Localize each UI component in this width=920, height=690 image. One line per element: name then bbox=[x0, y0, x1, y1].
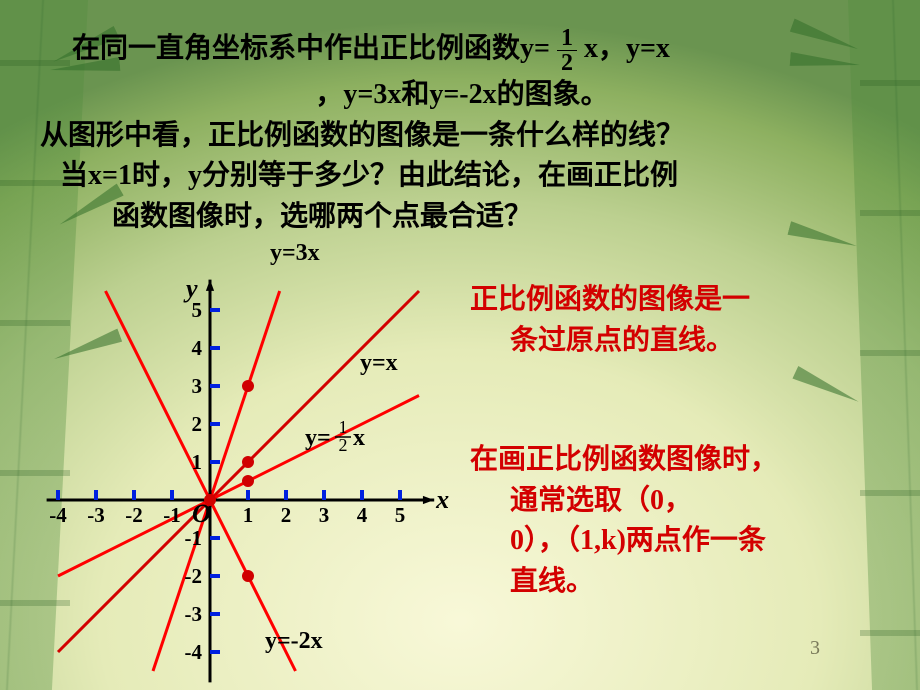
y-tick-label: -2 bbox=[185, 564, 203, 588]
x-tick-label: -4 bbox=[49, 503, 67, 527]
x-tick-label: -3 bbox=[87, 503, 105, 527]
conclusion-1: 正比例函数的图像是一 条过原点的直线。 bbox=[470, 280, 896, 361]
x-tick-label: 4 bbox=[357, 503, 368, 527]
text-line1b: x，y=x bbox=[584, 33, 670, 64]
chart-point bbox=[242, 475, 254, 487]
coordinate-chart: -4-3-2-112345-4-3-2-112345Oxyy=3xy=xy=12… bbox=[10, 230, 470, 690]
y-tick-label: 3 bbox=[192, 374, 203, 398]
x-tick-label: 2 bbox=[281, 503, 292, 527]
x-tick-label: 1 bbox=[243, 503, 254, 527]
x-tick-label: 3 bbox=[319, 503, 330, 527]
y-tick-label: 2 bbox=[192, 412, 203, 436]
text-line4: 当x=1时，y分别等于多少？由此结论，在画正比例 bbox=[40, 156, 884, 197]
line-label: y=3x bbox=[270, 240, 320, 266]
svg-text:y=: y= bbox=[305, 425, 331, 451]
line-label: y=-2x bbox=[265, 628, 323, 654]
slide-stage: 在同一直角坐标系中作出正比例函数y= 1 2 x，y=x ，y=3x和y=-2x… bbox=[0, 0, 920, 690]
question-text: 在同一直角坐标系中作出正比例函数y= 1 2 x，y=x ，y=3x和y=-2x… bbox=[40, 26, 884, 237]
chart-point bbox=[242, 380, 254, 392]
svg-text:2: 2 bbox=[339, 435, 348, 455]
y-tick-label: 1 bbox=[192, 450, 203, 474]
y-tick-label: -4 bbox=[185, 640, 203, 664]
line-label: y=x bbox=[360, 350, 398, 376]
x-axis-label: x bbox=[435, 485, 449, 514]
chart-line bbox=[58, 396, 419, 577]
text-line2: ，y=3x和y=-2x的图象。 bbox=[40, 75, 884, 116]
chart-point bbox=[242, 570, 254, 582]
chart-point bbox=[204, 494, 216, 506]
y-tick-label: 4 bbox=[192, 336, 203, 360]
x-tick-label: -2 bbox=[125, 503, 143, 527]
chart-line bbox=[58, 291, 419, 652]
chart-point bbox=[242, 456, 254, 468]
svg-text:1: 1 bbox=[339, 417, 348, 437]
y-axis-label: y bbox=[183, 274, 198, 303]
x-tick-label: 5 bbox=[395, 503, 406, 527]
page-number: 3 bbox=[810, 637, 820, 660]
text-line3: 从图形中看，正比例函数的图像是一条什么样的线？ bbox=[40, 116, 884, 157]
y-tick-label: -1 bbox=[185, 526, 203, 550]
y-tick-label: -3 bbox=[185, 602, 203, 626]
svg-text:x: x bbox=[353, 425, 365, 451]
fraction-half: 1 2 bbox=[557, 26, 577, 75]
x-tick-label: -1 bbox=[163, 503, 181, 527]
conclusion-2: 在画正比例函数图像时， 通常选取（0， 0），（1,k)两点作一条 直线。 bbox=[470, 440, 896, 602]
text-line1a: 在同一直角坐标系中作出正比例函数y= bbox=[72, 33, 550, 64]
